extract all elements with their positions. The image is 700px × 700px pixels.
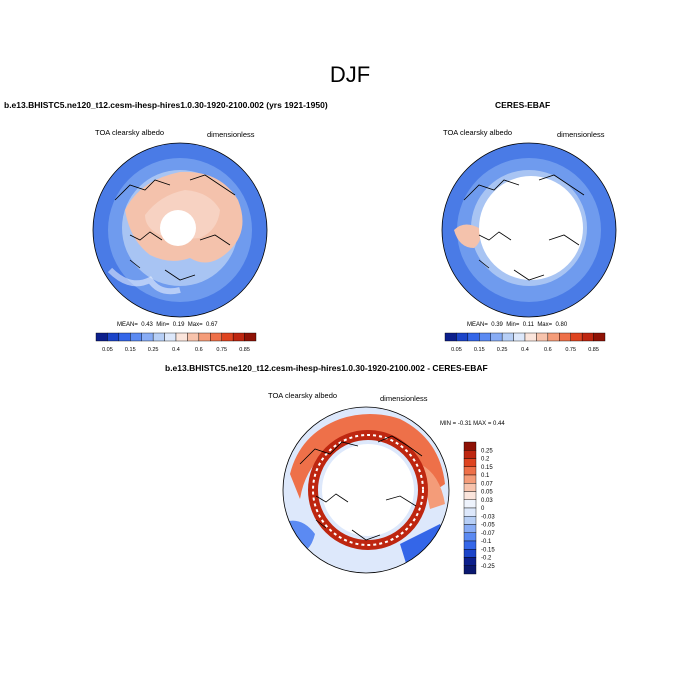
model-colorbar-swatch: [130, 332, 142, 342]
obs-colorbar-swatch: [581, 332, 594, 342]
model-variable-label: TOA clearsky albedo: [95, 128, 165, 137]
model-colorbar-tick-label: 0.4: [172, 347, 180, 353]
obs-colorbar-swatch: [524, 332, 537, 342]
diff-colorbar-tick-label: 0.25: [481, 448, 493, 454]
obs-stats: MEAN= 0.39 Min= 0.11 Max= 0.80: [467, 322, 568, 328]
diff-colorbar-swatch: [463, 565, 477, 575]
obs-units-label: dimensionless: [557, 130, 605, 139]
diff-colorbar-swatch: [463, 441, 477, 451]
obs-colorbar-swatch: [456, 332, 469, 342]
diff-colorbar-tick-label: 0.1: [481, 473, 490, 479]
model-colorbar-swatch: [221, 332, 234, 342]
diff-colorbar-tick-label: -0.25: [481, 564, 495, 570]
diff-colorbar-swatch: [463, 450, 477, 459]
diff-colorbar-tick-label: 0.15: [481, 465, 493, 471]
diff-colorbar-swatch: [463, 516, 477, 525]
model-colorbar-swatch: [198, 332, 211, 342]
obs-colorbar-swatch: [536, 332, 549, 342]
diff-colorbar-tick-label: -0.07: [481, 531, 495, 537]
obs-colorbar-tick-label: 0.6: [544, 347, 552, 353]
diff-colorbar-tick-label: -0.03: [481, 514, 495, 520]
diff-colorbar-swatch: [463, 549, 477, 558]
obs-panel-title: CERES-EBAF: [495, 100, 551, 110]
model-stats: MEAN= 0.43 Min= 0.19 Max= 0.67: [117, 322, 218, 328]
page-title: DJF: [329, 62, 371, 87]
diff-colorbar-swatch: [463, 474, 477, 484]
diff-colorbar-swatch: [463, 466, 477, 476]
diff-colorbar-tick-label: 0: [481, 506, 485, 512]
diff-colorbar-tick-label: -0.15: [481, 547, 495, 553]
diff-polar-map: [282, 406, 450, 574]
diff-colorbar-swatch: [463, 507, 477, 517]
obs-colorbar-swatch: [490, 332, 503, 342]
model-colorbar-swatch: [210, 332, 222, 342]
model-colorbar: 0.050.150.250.40.60.750.850.95: [95, 332, 257, 353]
model-polar-map: [92, 142, 268, 318]
model-colorbar-swatch: [244, 332, 257, 342]
obs-colorbar-tick-label: 0.15: [474, 347, 485, 353]
model-colorbar-tick-label: 0.05: [102, 347, 113, 353]
obs-colorbar-swatch: [593, 332, 606, 342]
diff-colorbar-tick-label: -0.2: [481, 556, 492, 562]
diff-minmax: MIN = -0.31 MAX = 0.44: [440, 421, 505, 427]
diff-colorbar-tick-label: -0.1: [481, 539, 492, 545]
obs-colorbar-swatch: [513, 332, 526, 342]
obs-colorbar-tick-label: 0.85: [588, 347, 599, 353]
model-colorbar-swatch: [95, 332, 108, 342]
model-units-label: dimensionless: [207, 130, 255, 139]
diff-units-label: dimensionless: [380, 394, 428, 403]
model-colorbar-swatch: [118, 332, 131, 342]
model-colorbar-swatch: [175, 332, 188, 342]
obs-colorbar-swatch: [479, 332, 491, 342]
diff-colorbar-swatch: [463, 540, 477, 550]
diff-colorbar-swatch: [463, 557, 477, 566]
diff-colorbar-swatch: [463, 458, 477, 467]
diff-colorbar-swatch: [463, 524, 477, 533]
obs-colorbar-swatch: [559, 332, 571, 342]
model-colorbar-swatch: [107, 332, 120, 342]
obs-colorbar-swatch: [570, 332, 583, 342]
model-colorbar-tick-label: 0.85: [239, 347, 250, 353]
diff-panel-title: b.e13.BHISTC5.ne120_t12.cesm-ihesp-hires…: [165, 363, 488, 373]
model-colorbar-swatch: [152, 332, 165, 342]
diff-colorbar-tick-label: 0.05: [481, 490, 493, 496]
diff-colorbar-tick-label: 0.2: [481, 457, 490, 463]
obs-colorbar-swatch: [547, 332, 560, 342]
diff-colorbar-swatch: [463, 532, 477, 542]
obs-colorbar-tick-label: 0.05: [451, 347, 462, 353]
model-colorbar-tick-label: 0.75: [216, 347, 227, 353]
model-colorbar-tick-label: 0.15: [125, 347, 136, 353]
obs-polar-map: [441, 142, 617, 318]
model-colorbar-swatch: [232, 332, 245, 342]
model-colorbar-swatch: [164, 332, 177, 342]
diff-colorbar-tick-label: 0.07: [481, 481, 493, 487]
diff-colorbar-swatch: [463, 491, 477, 500]
diff-colorbar-swatch: [463, 499, 477, 509]
obs-colorbar-swatch: [444, 332, 457, 342]
obs-colorbar-tick-label: 0.25: [497, 347, 508, 353]
model-colorbar-swatch: [141, 332, 154, 342]
diff-colorbar-tick-label: -0.05: [481, 523, 495, 529]
diff-colorbar-tick-label: 0.03: [481, 498, 493, 504]
obs-colorbar-tick-label: 0.4: [521, 347, 529, 353]
model-colorbar-tick-label: 0.25: [148, 347, 159, 353]
obs-colorbar-swatch: [501, 332, 514, 342]
model-panel-title: b.e13.BHISTC5.ne120_t12.cesm-ihesp-hires…: [4, 100, 328, 110]
diff-colorbar: 0.25 0.2 0.15 0.1 0.07 0.05 0.03 0 -0.03 -0.05 -0.…: [463, 441, 495, 575]
model-colorbar-tick-label: 0.6: [195, 347, 203, 353]
diff-colorbar-swatch: [463, 483, 477, 492]
diff-variable-label: TOA clearsky albedo: [268, 391, 338, 400]
obs-colorbar-swatch: [467, 332, 480, 342]
obs-colorbar-tick-label: 0.75: [565, 347, 576, 353]
obs-variable-label: TOA clearsky albedo: [443, 128, 513, 137]
model-colorbar-swatch: [187, 332, 200, 342]
obs-colorbar: 0.050.150.250.40.60.750.850.95: [444, 332, 606, 353]
